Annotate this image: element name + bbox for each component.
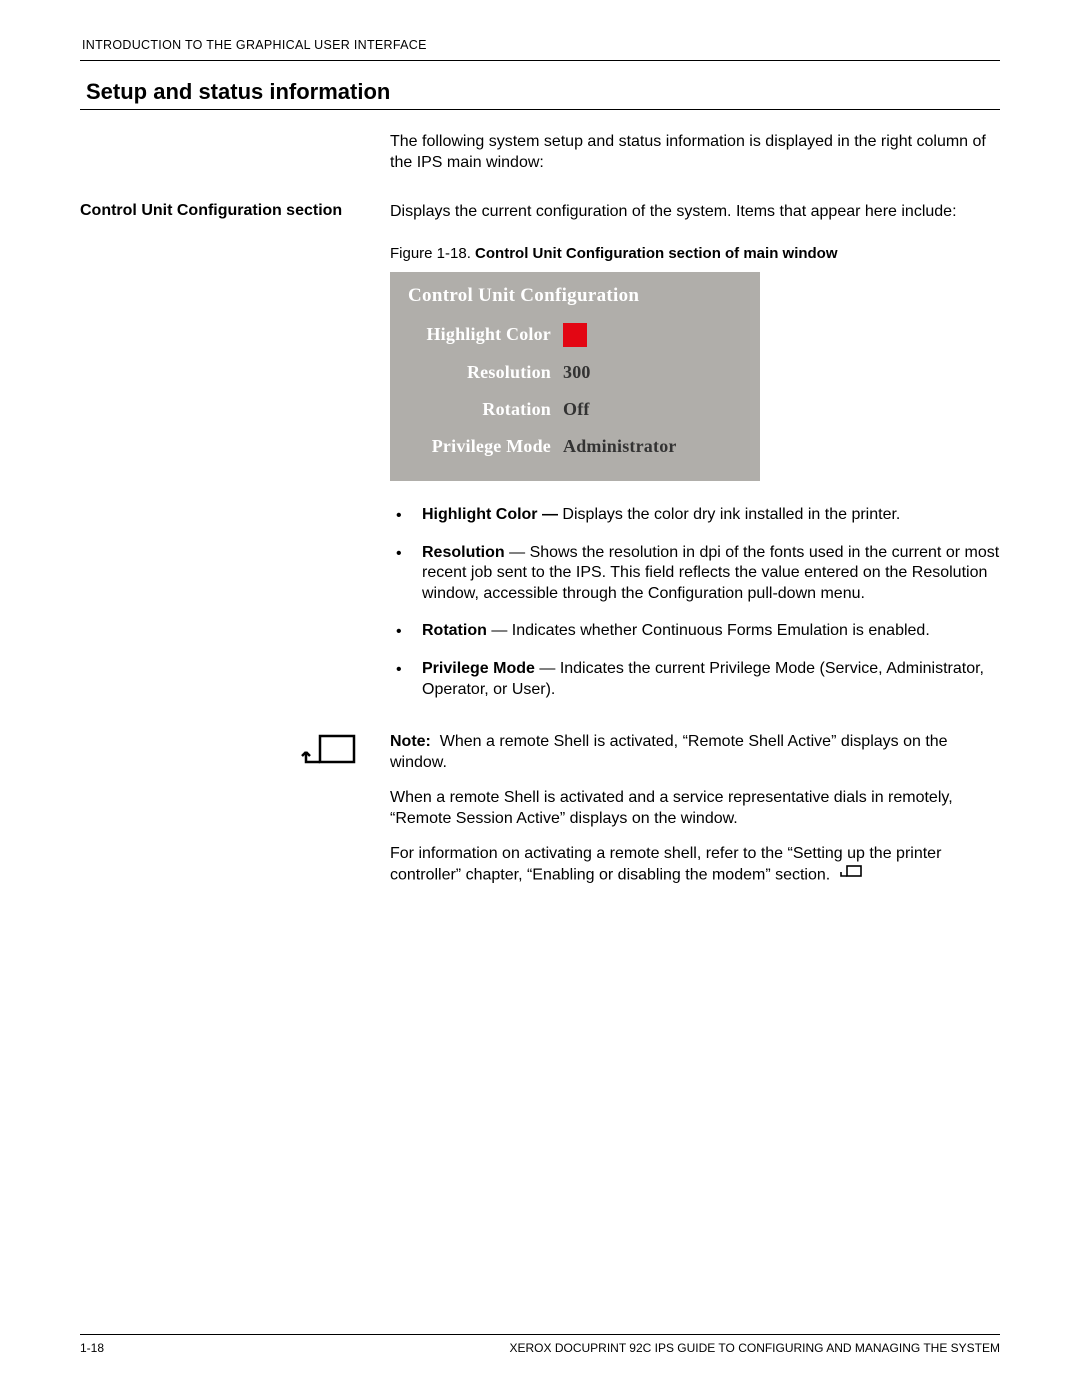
intro-text: The following system setup and status in…: [390, 132, 1000, 184]
highlight-color-swatch: [563, 323, 587, 347]
config-label-resolution: Resolution: [408, 361, 563, 384]
footer-rule: [80, 1334, 1000, 1335]
config-label-privilege: Privilege Mode: [408, 435, 563, 458]
intro-paragraph: The following system setup and status in…: [390, 132, 1000, 174]
bullet-list: • Highlight Color — Displays the color d…: [390, 505, 1000, 701]
config-panel: Control Unit Configuration Highlight Col…: [390, 272, 760, 481]
figure-number: Figure 1-18.: [390, 245, 471, 262]
config-row-resolution: Resolution 300: [408, 361, 742, 384]
note-label: Note:: [390, 733, 431, 750]
subhead-right: Displays the current configuration of th…: [390, 202, 1000, 721]
bullet-term-2: Resolution: [422, 544, 505, 561]
bullet-term-4: Privilege Mode: [422, 660, 535, 677]
running-head: INTRODUCTION TO THE GRAPHICAL USER INTER…: [82, 38, 1000, 52]
bullet-content-4: Privilege Mode — Indicates the current P…: [422, 659, 1000, 701]
bullet-content-1: Highlight Color — Displays the color dry…: [422, 505, 1000, 527]
section-rule: [80, 109, 1000, 110]
bullet-highlight-color: • Highlight Color — Displays the color d…: [390, 505, 1000, 527]
bullet-term-1: Highlight Color —: [422, 506, 558, 523]
top-rule: [80, 60, 1000, 61]
intro-row: The following system setup and status in…: [80, 132, 1000, 184]
note-p1-text: When a remote Shell is activated, “Remot…: [390, 733, 948, 771]
note-p2: When a remote Shell is activated and a s…: [390, 788, 1000, 830]
bullet-dot-icon: •: [390, 659, 422, 701]
figure-caption: Figure 1-18. Control Unit Configuration …: [390, 244, 1000, 264]
config-row-rotation: Rotation Off: [408, 398, 742, 421]
page: INTRODUCTION TO THE GRAPHICAL USER INTER…: [0, 0, 1080, 1397]
bullet-text-2: — Shows the resolution in dpi of the fon…: [422, 544, 999, 603]
config-value-rotation: Off: [563, 398, 590, 421]
config-label-rotation: Rotation: [408, 398, 563, 421]
note-icon: [300, 732, 358, 783]
section-title: Setup and status information: [86, 79, 1000, 105]
subhead-row: Control Unit Configuration section Displ…: [80, 202, 1000, 721]
bullet-text-3: — Indicates whether Continuous Forms Emu…: [487, 622, 930, 639]
note-p3: For information on activating a remote s…: [390, 844, 1000, 888]
config-value-privilege: Administrator: [563, 435, 677, 458]
config-row-highlight: Highlight Color: [408, 323, 742, 347]
subhead-text: Displays the current configuration of th…: [390, 202, 1000, 223]
bullet-dot-icon: •: [390, 621, 422, 643]
footer: 1-18 XEROX DOCUPRINT 92C IPS GUIDE TO CO…: [80, 1334, 1000, 1355]
end-note-icon: [839, 864, 863, 887]
note-text: Note: When a remote Shell is activated, …: [390, 732, 1000, 887]
bullet-term-3: Rotation: [422, 622, 487, 639]
bullet-content-2: Resolution — Shows the resolution in dpi…: [422, 543, 1000, 605]
bullet-privilege-mode: • Privilege Mode — Indicates the current…: [390, 659, 1000, 701]
bullet-content-3: Rotation — Indicates whether Continuous …: [422, 621, 1000, 643]
bullet-rotation: • Rotation — Indicates whether Continuou…: [390, 621, 1000, 643]
note-block: Note: When a remote Shell is activated, …: [390, 732, 1000, 887]
intro-left-empty: [80, 132, 390, 184]
subhead-label: Control Unit Configuration section: [80, 202, 342, 219]
note-page-icon: [300, 732, 358, 778]
page-number: 1-18: [80, 1341, 104, 1355]
note-p1: Note: When a remote Shell is activated, …: [390, 732, 1000, 774]
config-panel-title: Control Unit Configuration: [408, 284, 742, 309]
config-value-resolution: 300: [563, 361, 591, 384]
figure-title: Control Unit Configuration section of ma…: [475, 245, 837, 262]
bullet-dot-icon: •: [390, 543, 422, 605]
config-row-privilege: Privilege Mode Administrator: [408, 435, 742, 458]
subhead-left: Control Unit Configuration section: [80, 202, 390, 721]
footer-row: 1-18 XEROX DOCUPRINT 92C IPS GUIDE TO CO…: [80, 1341, 1000, 1355]
bullet-resolution: • Resolution — Shows the resolution in d…: [390, 543, 1000, 605]
bullet-text-1: Displays the color dry ink installed in …: [558, 506, 900, 523]
body-area: The following system setup and status in…: [80, 132, 1000, 887]
config-label-highlight: Highlight Color: [408, 323, 563, 346]
footer-doc-title: XEROX DOCUPRINT 92C IPS GUIDE TO CONFIGU…: [509, 1341, 1000, 1355]
bullet-dot-icon: •: [390, 505, 422, 527]
